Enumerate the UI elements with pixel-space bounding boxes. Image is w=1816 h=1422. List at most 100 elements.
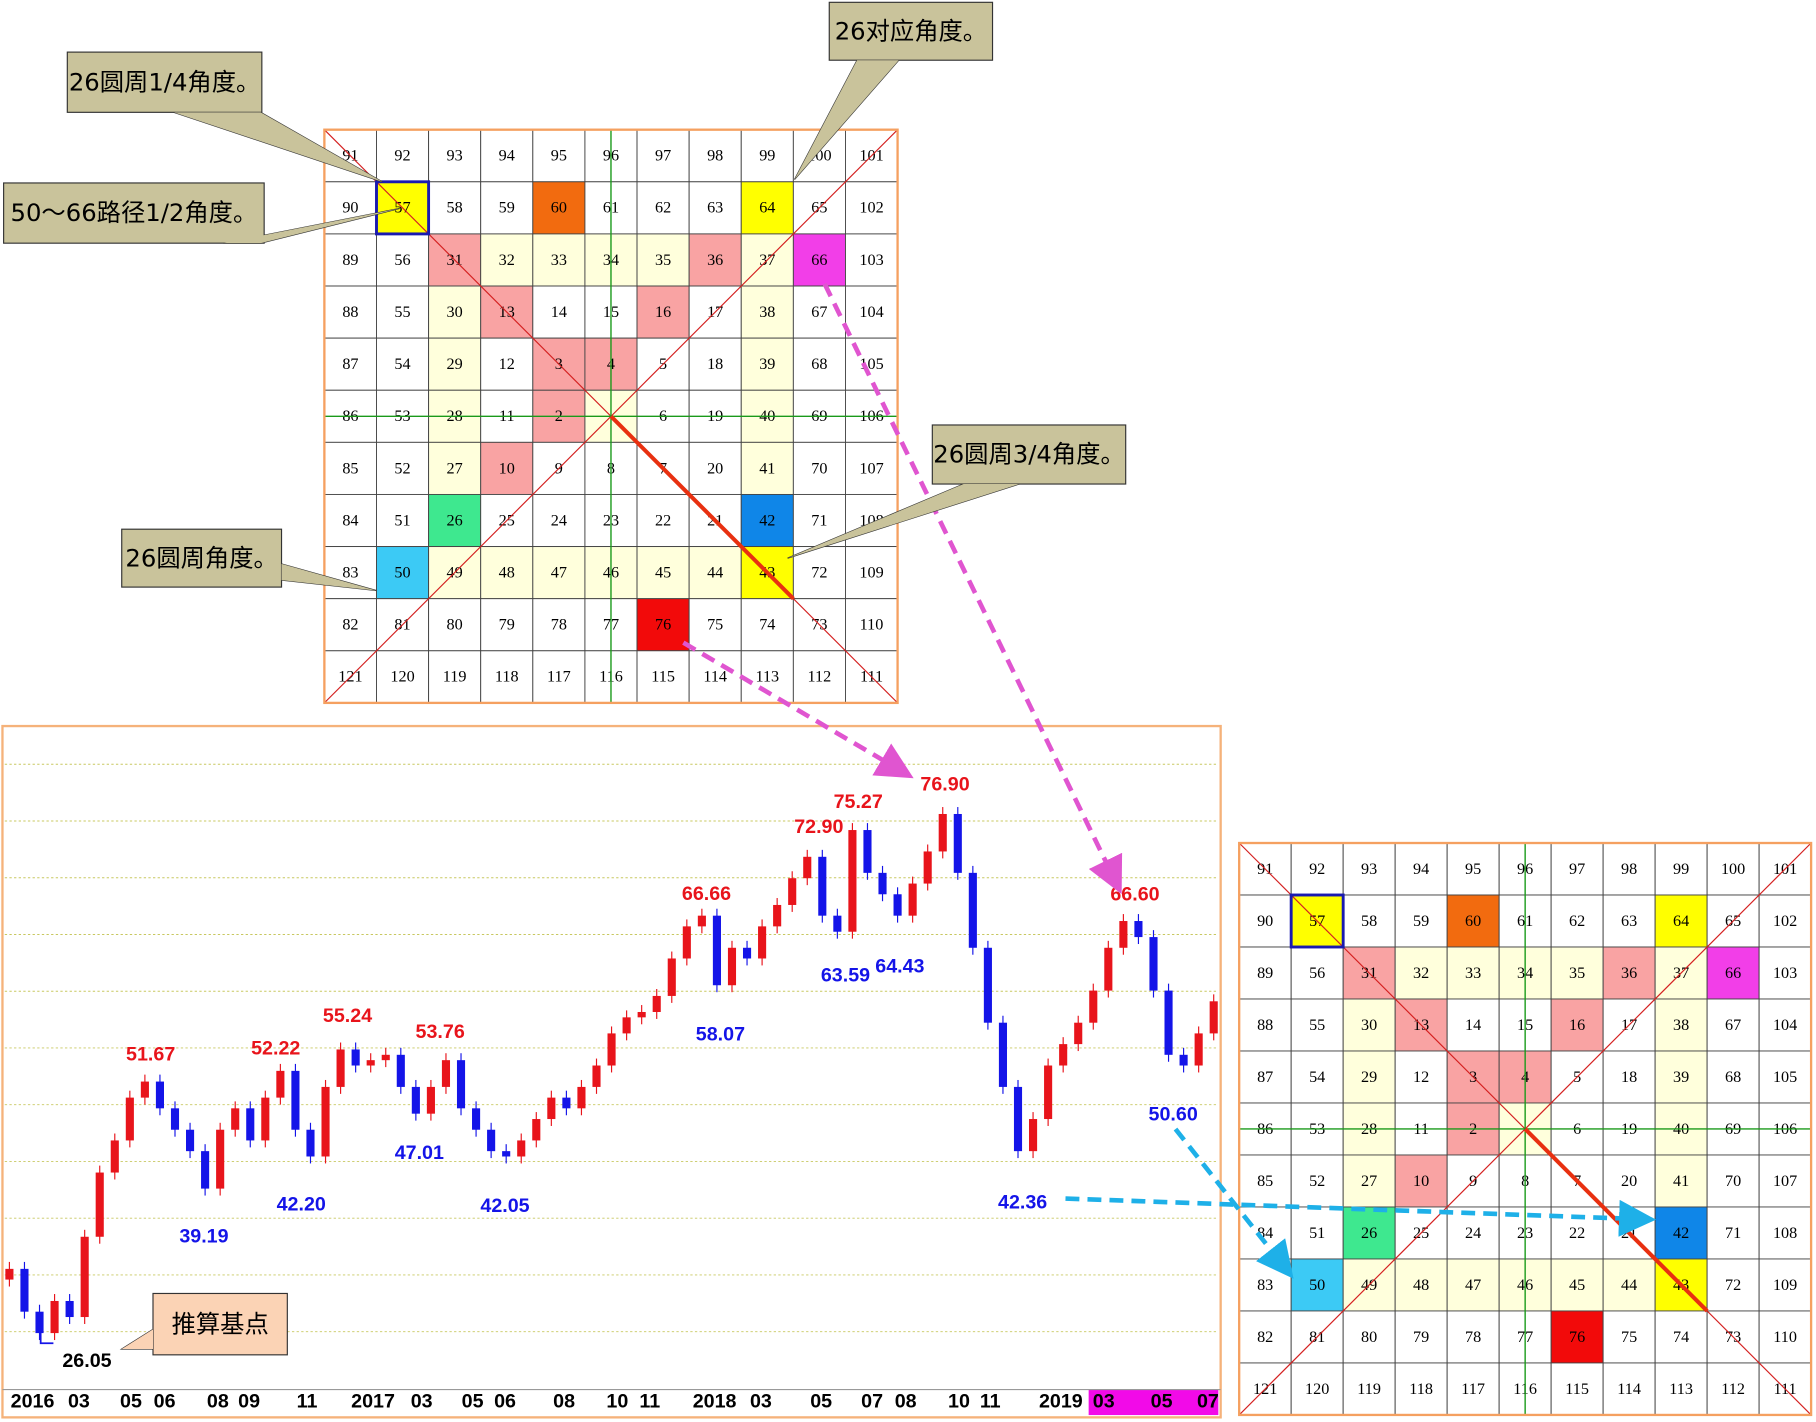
candles: 26.05 51.67 39.19 52.22 42.20 55.24 47.01 53.76… [5, 773, 1219, 1413]
cell-number: 16 [655, 303, 671, 321]
cell-number: 62 [655, 199, 671, 217]
cell-number: 51 [394, 511, 410, 529]
cell-number: 70 [1725, 1172, 1741, 1190]
grid-cell [1758, 1154, 1812, 1208]
candle [35, 1311, 44, 1334]
cell-number: 20 [707, 459, 723, 477]
grid-cell [428, 441, 482, 495]
x-tick-label: 03 [1093, 1391, 1115, 1413]
cell-number: 118 [495, 668, 519, 686]
grid-cell [688, 650, 742, 704]
cell-number: 87 [1257, 1068, 1273, 1086]
grid-cell [428, 285, 482, 339]
cell-number: 88 [1257, 1016, 1273, 1034]
price-label: 42.20 [277, 1193, 326, 1215]
candle [441, 1060, 451, 1087]
arrow [822, 282, 1123, 895]
grid-cell [376, 441, 430, 495]
cell-number: 10 [499, 459, 515, 477]
cell-number: 60 [1465, 912, 1481, 930]
x-tick-label: 06 [154, 1391, 176, 1413]
candle [411, 1086, 420, 1114]
cell-number: 117 [547, 668, 571, 686]
cell-number: 92 [1309, 860, 1325, 878]
x-tick-label: 08 [895, 1391, 917, 1413]
cell-number: 38 [1673, 1016, 1689, 1034]
cell-number: 82 [342, 616, 358, 634]
grid-cell [636, 598, 690, 652]
cell-number: 12 [499, 355, 515, 373]
grid-cell [688, 546, 742, 600]
cell-number: 119 [1357, 1380, 1381, 1398]
callout-text: 26圆周3/4角度。 [933, 440, 1125, 469]
grid-cell [1238, 1050, 1292, 1104]
cell-number: 107 [1773, 1172, 1797, 1190]
grid-cell [1550, 1258, 1604, 1312]
candle [848, 830, 857, 932]
cell-number: 67 [811, 303, 827, 321]
grid-cell [1758, 894, 1812, 948]
grid-cell [688, 598, 742, 652]
cell-number: 105 [1773, 1068, 1797, 1086]
cell-number: 48 [1413, 1276, 1429, 1294]
callout-join [121, 1329, 153, 1350]
candle [727, 947, 737, 986]
x-tick-label: 09 [238, 1391, 260, 1413]
cell-number: 79 [1413, 1328, 1429, 1346]
cell-number: 104 [1773, 1016, 1797, 1034]
grid-cell [845, 181, 899, 235]
callout-box [931, 424, 1127, 485]
candle [607, 1033, 616, 1066]
candle [185, 1129, 195, 1152]
grid-cell [636, 129, 690, 183]
callout-join [223, 208, 400, 244]
candle [381, 1054, 390, 1061]
cell-number: 59 [499, 199, 515, 217]
callout-box [152, 1292, 288, 1356]
grid-cell [845, 441, 899, 495]
cell-number: 98 [1621, 860, 1637, 878]
cell-number: 63 [1621, 912, 1637, 930]
grid-cell [1446, 1310, 1500, 1364]
x-tick-label: 03 [68, 1391, 90, 1413]
candle [1044, 1065, 1053, 1120]
cell-number: 71 [1725, 1224, 1741, 1242]
grid-cell [376, 129, 430, 183]
x-tick-label: 08 [207, 1391, 229, 1413]
cell-number: 80 [1361, 1328, 1377, 1346]
cell-number: 59 [1413, 912, 1429, 930]
cell-number: 20 [1621, 1172, 1637, 1190]
grid-cell [1394, 1310, 1448, 1364]
grid-cell [1446, 1362, 1500, 1416]
cell-number: 80 [447, 616, 463, 634]
candle [742, 947, 752, 959]
cell-number: 66 [811, 251, 827, 269]
cell-number: 30 [1361, 1016, 1377, 1034]
grid-cell [792, 441, 846, 495]
grid-cell [1238, 946, 1292, 1000]
cell-number: 83 [342, 563, 358, 581]
price-label: 66.60 [1110, 884, 1159, 906]
candle [592, 1065, 601, 1087]
cell-number: 44 [1621, 1276, 1637, 1294]
grid-cell [1758, 1050, 1812, 1104]
grid-cell [1602, 946, 1656, 1000]
candle [1134, 921, 1143, 938]
cell-number: 54 [1309, 1068, 1325, 1086]
cell-number: 103 [1773, 964, 1797, 982]
grid-cell [1706, 842, 1760, 896]
price-label: 51.67 [126, 1043, 175, 1065]
candle [321, 1086, 330, 1157]
grid-cell [376, 233, 430, 287]
cell-number: 58 [1361, 912, 1377, 930]
candle [697, 915, 706, 927]
candle [65, 1300, 74, 1318]
cell-number: 33 [551, 251, 567, 269]
cell-number: 85 [1257, 1172, 1273, 1190]
cell-number: 119 [443, 668, 467, 686]
price-label: 52.22 [251, 1037, 300, 1059]
grid-cell [1290, 1050, 1344, 1104]
candle [351, 1049, 360, 1066]
candle [712, 915, 721, 986]
